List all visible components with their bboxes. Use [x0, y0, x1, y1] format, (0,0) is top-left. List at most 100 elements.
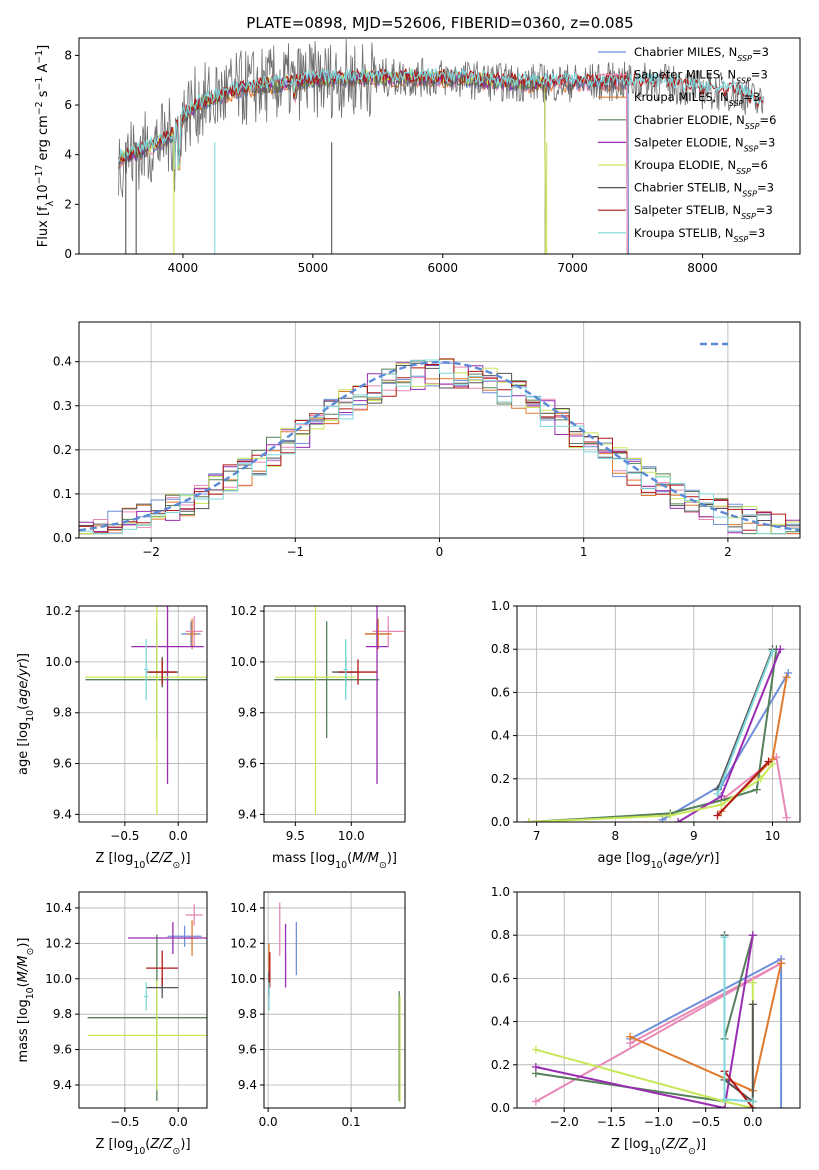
y-tick-label: 9.6 [53, 1043, 72, 1057]
legend-entry: Chabrier MILES, NSSP=3 [634, 45, 769, 63]
plot-content [531, 931, 786, 1108]
errorbar [274, 621, 380, 739]
errorbar [364, 618, 392, 650]
x-axis-label: Z [log10(Z/Z⊙)] [611, 1137, 706, 1157]
y-tick-label: 9.4 [238, 1078, 257, 1092]
y-tick-label: 10.0 [45, 655, 72, 669]
plot-content [274, 606, 404, 815]
y-tick-label: 6 [64, 98, 72, 112]
weight-marker [674, 818, 683, 822]
plot-content [85, 606, 207, 815]
axes-frame: 7 8 9 10 0.0 0.2 0.4 0.6 0.8 1.0 age [log10(age/yr… [491, 599, 801, 871]
x-tick-label: 2 [724, 545, 732, 559]
plot-area [517, 606, 800, 822]
y-tick-label: 9.6 [238, 757, 257, 771]
y-tick-label: 0.0 [491, 1101, 510, 1115]
x-tick-label: 7000 [557, 261, 588, 275]
weight-marker [777, 959, 786, 968]
x-tick-label: −0.5 [110, 829, 139, 843]
figure-title: PLATE=0898, MJD=52606, FIBERID=0360, z=0… [246, 14, 633, 32]
plot-area [79, 892, 207, 1108]
weight-marker [748, 1097, 757, 1106]
y-tick-label: 10.4 [45, 901, 72, 915]
x-tick-label: 10 [765, 829, 780, 843]
y-axis-label: mass [log10(M/M⊙)] [16, 938, 36, 1063]
y-tick-label: 9.6 [53, 757, 72, 771]
y-tick-label: 0.4 [491, 1015, 510, 1029]
y-tick-label: 10.2 [45, 936, 72, 950]
weight-marker [720, 933, 729, 942]
x-axis-label: age [log10(age/yr)] [597, 851, 719, 871]
spectrum-legend: Chabrier MILES, NSSP=3 Salpeter MILES, NS… [598, 45, 776, 243]
y-tick-label: 10.2 [45, 604, 72, 618]
weight-marker [666, 811, 675, 820]
y-tick-label: 0 [64, 247, 72, 261]
y-tick-label: 0.6 [491, 971, 510, 985]
errorbar [146, 950, 179, 986]
weight-marker [524, 818, 533, 822]
weight-marker [531, 1097, 540, 1106]
x-tick-label: 0.0 [259, 1115, 278, 1129]
legend-entry: Chabrier STELIB, NSSP=3 [634, 181, 774, 199]
legend-entry: Kroupa MILES, NSSP=3 [634, 90, 760, 108]
weight-marker [748, 978, 757, 987]
weight-marker [720, 1095, 729, 1104]
y-axis-label: age [log10(age/yr)] [16, 653, 36, 775]
errorbar [128, 922, 207, 954]
y-tick-label: 1.0 [491, 885, 510, 899]
y-axis-label: Flux [fλ10−17 erg cm−2 s−1 A−1] [34, 45, 56, 247]
weight-vs-Z-panel: −2.0 −1.5 −1.0 −0.5 0.0 0.0 0.2 0.4 0.6 0.8 1.0 Z [… [491, 885, 801, 1157]
weight-marker [626, 1032, 635, 1041]
legend-entry: Chabrier ELODIE, NSSP=6 [634, 113, 776, 131]
plot-content [524, 645, 793, 822]
errorbar [186, 618, 198, 650]
y-tick-label: 9.4 [53, 1078, 72, 1092]
axes-border [78, 891, 208, 1109]
legend-entry: Salpeter STELIB, NSSP=3 [634, 203, 773, 221]
y-tick-label: 0.0 [53, 531, 72, 545]
errorbar [87, 980, 207, 1091]
mass-vs-Z-panel: −0.5 0.0 9.4 9.6 9.8 10.0 10.2 10.4 Z [log10(Z/Z… [16, 891, 208, 1157]
x-tick-label: −0.5 [110, 1115, 139, 1129]
y-tick-label: 0.2 [53, 443, 72, 457]
weight-marker [658, 815, 667, 822]
x-tick-label: 9 [690, 829, 698, 843]
axes-frame: 0.0 0.1 9.4 9.6 9.8 10.0 10.2 10.4 [230, 891, 406, 1129]
weight-marker [713, 789, 722, 798]
y-tick-label: 10.2 [230, 936, 257, 950]
x-tick-label: −1.5 [597, 1115, 626, 1129]
plot-area [264, 606, 405, 822]
axes-frame: 9.5 10.0 9.4 9.6 9.8 10.0 10.2 mass [log10(M/M⊙… [230, 604, 406, 871]
y-tick-label: 10.2 [230, 604, 257, 618]
x-tick-label: 0.0 [743, 1115, 762, 1129]
residuals-panel: −2 −1 0 1 2 0.0 0.1 0.2 0.3 0.4 [53, 321, 801, 559]
y-tick-label: 10.0 [230, 655, 257, 669]
y-tick-label: 0.0 [491, 815, 510, 829]
errorbar [185, 904, 203, 926]
weight-marker [768, 647, 777, 656]
y-tick-label: 0.8 [491, 642, 510, 656]
y-tick-label: 0.1 [53, 487, 72, 501]
weight-marker [531, 1045, 540, 1054]
y-tick-label: 9.8 [53, 1007, 72, 1021]
errorbar [85, 606, 207, 815]
y-tick-label: 0.2 [491, 772, 510, 786]
x-axis-label: Z [log10(Z/Z⊙)] [95, 1137, 190, 1157]
axes-border [78, 37, 801, 255]
plot-area [79, 606, 207, 822]
weight-marker [531, 1062, 540, 1071]
axes-border [263, 605, 406, 823]
weight-line [716, 651, 774, 795]
plot-content [79, 358, 800, 535]
legend-entry: Salpeter MILES, NSSP=3 [634, 68, 768, 86]
plot-content [268, 902, 401, 1103]
axes-border [78, 321, 801, 539]
y-tick-label: 9.4 [53, 807, 72, 821]
x-tick-label: 4000 [168, 261, 199, 275]
errorbar [144, 639, 149, 701]
axes-border [263, 891, 406, 1109]
x-tick-label: 0.1 [342, 1115, 361, 1129]
x-tick-label: 8000 [687, 261, 718, 275]
y-tick-label: 9.8 [238, 1007, 257, 1021]
